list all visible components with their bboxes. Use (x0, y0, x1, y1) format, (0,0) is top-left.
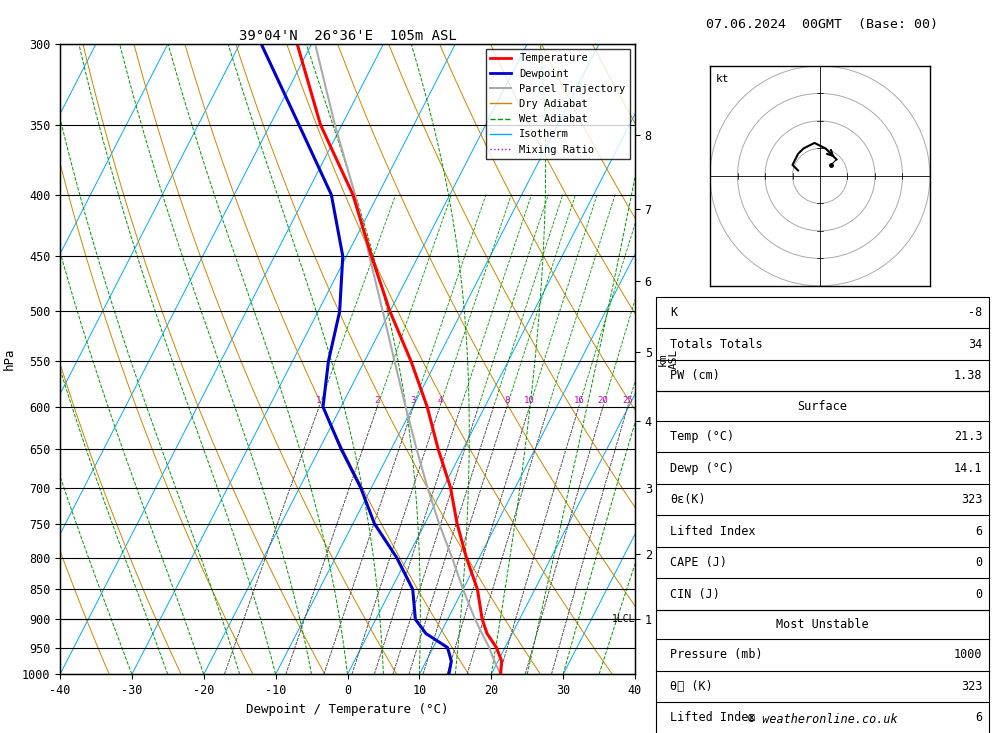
Text: 16: 16 (573, 396, 584, 405)
Text: kt: kt (716, 75, 729, 84)
Text: CAPE (J): CAPE (J) (670, 556, 727, 569)
Y-axis label: hPa: hPa (3, 348, 16, 370)
Text: 4: 4 (437, 396, 442, 405)
Text: K: K (670, 306, 677, 319)
Text: θᴇ (K): θᴇ (K) (670, 680, 713, 693)
Text: CIN (J): CIN (J) (670, 588, 720, 600)
Text: 1LCL: 1LCL (612, 614, 635, 625)
Text: 07.06.2024  00GMT  (Base: 00): 07.06.2024 00GMT (Base: 00) (706, 18, 938, 32)
Text: 0: 0 (975, 588, 982, 600)
Text: 323: 323 (961, 680, 982, 693)
Text: 0: 0 (975, 556, 982, 569)
Text: Lifted Index: Lifted Index (670, 712, 755, 724)
Text: 25: 25 (622, 396, 633, 405)
Text: 1.38: 1.38 (954, 369, 982, 382)
Text: 6: 6 (975, 712, 982, 724)
Text: 20: 20 (598, 396, 608, 405)
Text: 14.1: 14.1 (954, 462, 982, 474)
Text: -8: -8 (968, 306, 982, 319)
Text: Lifted Index: Lifted Index (670, 525, 755, 537)
Text: Most Unstable: Most Unstable (776, 618, 869, 631)
Text: 1: 1 (316, 396, 322, 405)
Text: Temp (°C): Temp (°C) (670, 430, 734, 443)
X-axis label: Dewpoint / Temperature (°C): Dewpoint / Temperature (°C) (246, 703, 449, 715)
Text: 21.3: 21.3 (954, 430, 982, 443)
Text: 323: 323 (961, 493, 982, 506)
Text: 6: 6 (975, 525, 982, 537)
Bar (656, 391, 989, 610)
Text: 8: 8 (504, 396, 510, 405)
Text: Totals Totals: Totals Totals (670, 338, 762, 350)
Bar (656, 610, 989, 733)
Text: 10: 10 (524, 396, 535, 405)
Bar (656, 297, 989, 391)
Text: PW (cm): PW (cm) (670, 369, 720, 382)
Title: 39°04'N  26°36'E  105m ASL: 39°04'N 26°36'E 105m ASL (239, 29, 456, 43)
Text: Dewp (°C): Dewp (°C) (670, 462, 734, 474)
Y-axis label: km
ASL: km ASL (657, 349, 679, 369)
Text: 2: 2 (375, 396, 380, 405)
Text: 1000: 1000 (954, 649, 982, 661)
Text: Pressure (mb): Pressure (mb) (670, 649, 762, 661)
Text: Surface: Surface (798, 399, 847, 413)
Text: 3: 3 (411, 396, 416, 405)
Text: © weatheronline.co.uk: © weatheronline.co.uk (748, 712, 897, 726)
Text: 34: 34 (968, 338, 982, 350)
Legend: Temperature, Dewpoint, Parcel Trajectory, Dry Adiabat, Wet Adiabat, Isotherm, Mi: Temperature, Dewpoint, Parcel Trajectory… (486, 49, 630, 159)
Text: θε(K): θε(K) (670, 493, 705, 506)
